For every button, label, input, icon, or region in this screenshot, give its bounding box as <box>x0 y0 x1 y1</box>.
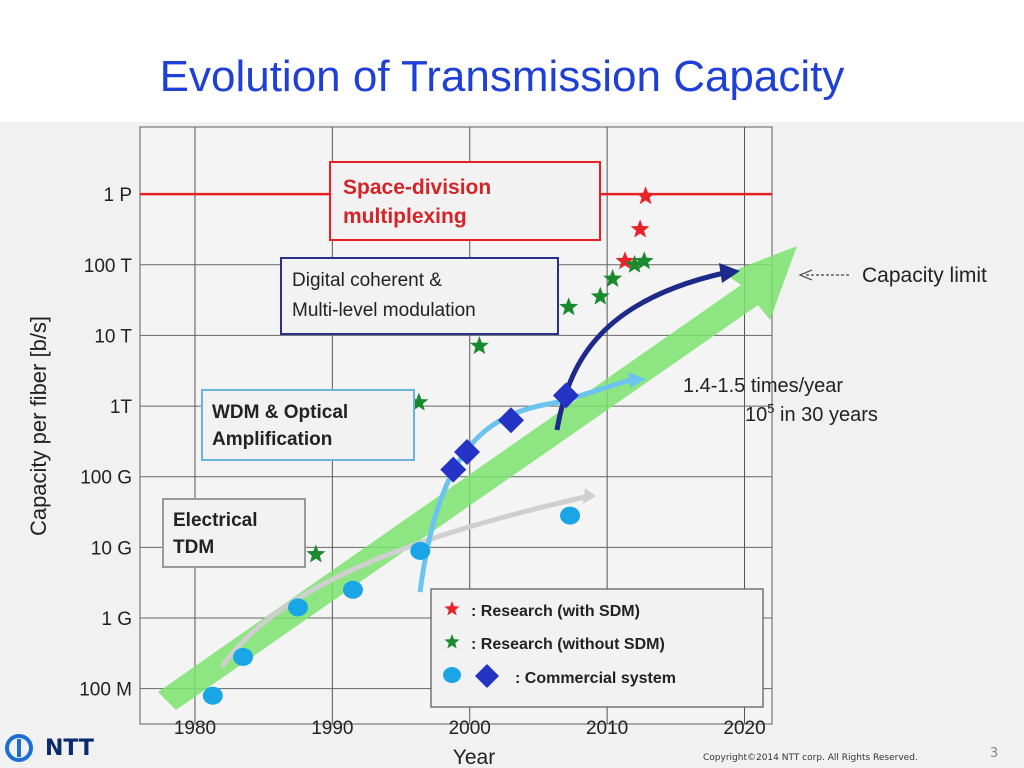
x-tick-label: 1990 <box>311 718 353 739</box>
legend-blue-diamond-icon <box>475 664 499 688</box>
capacity-limit-pointer-head <box>798 269 813 281</box>
tdm-label-line2: TDM <box>173 537 214 558</box>
annotation-layer: Space-division multiplexing Digital cohere… <box>162 161 987 568</box>
research-sdm-star <box>615 251 635 270</box>
commercial-circle <box>202 686 223 705</box>
legend-red-star-icon <box>444 601 460 616</box>
research-sdm-star <box>630 219 650 238</box>
research-star <box>634 251 654 270</box>
capacity-limit-arrow-head <box>719 263 740 283</box>
trend-arrow <box>158 246 797 710</box>
research-star <box>559 297 579 316</box>
y-tick-label: 100 M <box>79 680 132 701</box>
commercial-circle <box>288 598 308 617</box>
chart-panel: Space-division multiplexing Digital cohere… <box>0 122 1024 768</box>
ntt-logo: NTT <box>4 733 94 763</box>
research-star <box>409 392 429 411</box>
legend-label-commercial: : Commercial system <box>515 670 676 687</box>
tdm-box <box>162 498 306 568</box>
x-axis-label: Year <box>453 746 495 768</box>
tdm-trend-head <box>583 488 596 504</box>
page-number: 3 <box>990 746 999 761</box>
sdm-label-line1: Space-division <box>343 176 491 199</box>
trend-layer <box>158 246 797 710</box>
y-tick-label: 10 T <box>94 326 132 347</box>
copyright-text: Copyright©2014 NTT corp. All Rights Rese… <box>703 753 918 763</box>
commercial-circle <box>560 506 581 525</box>
coherent-label-line2: Multi-level modulation <box>292 300 476 321</box>
capacity-limit-arrow <box>554 270 725 431</box>
x-tick-label: 2020 <box>723 718 765 739</box>
y-tick-label: 100 G <box>80 468 132 489</box>
y-axis-label: Capacity per fiber [b/s] <box>26 316 51 536</box>
research-star <box>306 544 326 563</box>
wdm-box <box>201 389 415 461</box>
growth-rate-label: 1.4-1.5 times/year <box>683 375 843 397</box>
capacity-limit-label: Capacity limit <box>862 264 987 287</box>
y-tick-label: 10 G <box>91 538 132 559</box>
coherent-label-line1: Digital coherent & <box>292 270 442 291</box>
ntt-logo-icon <box>5 734 33 762</box>
y-tick-label: 100 T <box>84 256 133 277</box>
commercial-circle <box>342 580 363 599</box>
legend-green-star-icon <box>444 634 460 649</box>
research-star <box>603 268 623 287</box>
wdm-trend-head <box>628 372 646 388</box>
tdm-trend-curve <box>219 494 586 669</box>
commercial-diamond <box>440 456 467 483</box>
commercial-circle <box>410 541 431 560</box>
legend-label-sdm: : Research (with SDM) <box>471 603 640 620</box>
commercial-diamond <box>552 382 579 409</box>
x-tick-label: 2000 <box>449 718 491 739</box>
y-tick-label: 1 G <box>101 609 132 630</box>
growth-total-label: 105 in 30 years <box>745 401 878 426</box>
y-tick-label: 1 P <box>103 185 132 206</box>
commercial-diamond <box>453 438 480 465</box>
wdm-trend-curve <box>417 377 631 593</box>
x-tick-label: 2010 <box>586 718 628 739</box>
x-tick-label: 1980 <box>174 718 216 739</box>
research-star <box>469 336 489 355</box>
legend: : Research (with SDM) : Research (without… <box>430 588 764 708</box>
ntt-brand-text: NTT <box>45 735 94 761</box>
commercial-diamond <box>497 407 524 434</box>
commercial-circle <box>233 647 254 666</box>
research-star <box>625 254 645 273</box>
sdm-label-line2: multiplexing <box>343 205 467 228</box>
slide-title: Evolution of Transmission Capacity <box>159 52 845 101</box>
wdm-label-line2: Amplification <box>212 429 332 450</box>
sdm-box <box>329 161 601 241</box>
wdm-label-line1: WDM & Optical <box>212 402 348 423</box>
research-sdm-star <box>636 186 656 205</box>
legend-label-no-sdm: : Research (without SDM) <box>471 636 665 653</box>
y-tick-label: 1T <box>110 397 133 418</box>
tdm-label-line1: Electrical <box>173 510 258 531</box>
capacity-chart: Space-division multiplexing Digital cohere… <box>26 126 987 768</box>
coherent-box <box>280 257 559 335</box>
legend-blue-circle-icon <box>443 667 461 683</box>
research-star <box>590 286 610 305</box>
axis-label-layer: 1980 1990 2000 2010 2020 100 M 1 G 10 G 100 G 1T 1… <box>26 185 766 768</box>
data-mark-layer <box>202 186 656 705</box>
